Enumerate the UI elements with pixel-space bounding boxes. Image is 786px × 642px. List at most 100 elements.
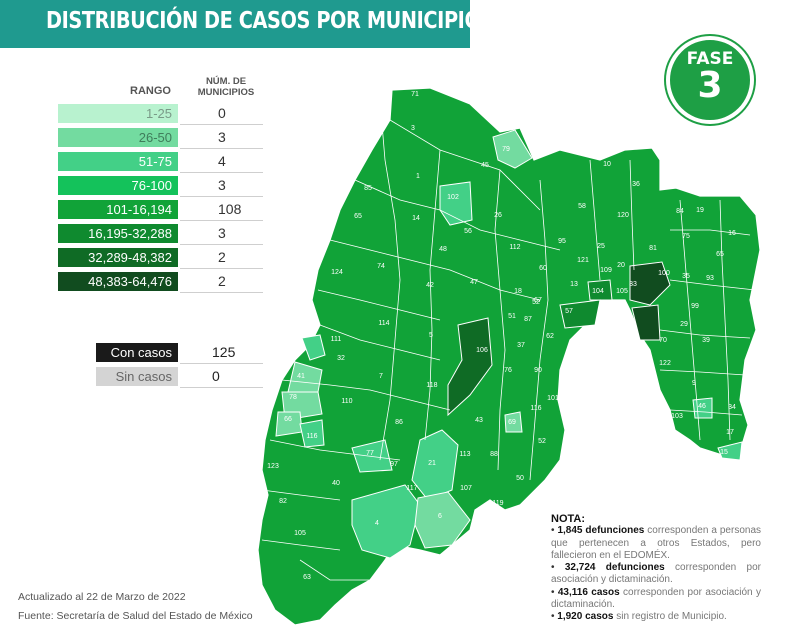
municipality-label: 41 <box>297 373 305 380</box>
legend-row: 101-16,194 108 <box>58 200 263 221</box>
legend-range-swatch: 16,195-32,288 <box>58 224 178 243</box>
municipality-label: 14 <box>412 215 420 222</box>
municipality-label: 76 <box>504 367 512 374</box>
municipality-label: 9 <box>692 380 696 387</box>
municipality-label: 102 <box>447 194 459 201</box>
municipality-label: 34 <box>728 404 736 411</box>
municipality-label: 3 <box>411 125 415 132</box>
municipality-label: 90 <box>534 367 542 374</box>
note-item-text: sin registro de Municipio. <box>613 611 727 623</box>
municipality-label: 65 <box>716 251 724 258</box>
municipality-label: 4 <box>375 520 379 527</box>
legend-range-swatch: 101-16,194 <box>58 200 178 219</box>
legend-count: 2 <box>218 249 226 265</box>
municipality-label: 32 <box>337 355 345 362</box>
municipality-label: 104 <box>592 288 604 295</box>
municipality-label: 75 <box>682 233 690 240</box>
municipality-80 <box>351 484 421 559</box>
municipality-label: 97 <box>390 461 398 468</box>
status-with-swatch: Con casos <box>96 343 178 362</box>
divider <box>180 148 263 149</box>
municipality-label: 10 <box>603 161 611 168</box>
municipality-label: 43 <box>475 417 483 424</box>
municipality-104 <box>587 279 613 301</box>
municipality-label: 99 <box>691 303 699 310</box>
municipality-label: 116 <box>306 433 317 440</box>
municipality-label: 114 <box>378 320 389 327</box>
divider <box>180 363 263 364</box>
municipality-116 <box>299 419 325 448</box>
municipality-label: 52 <box>538 438 546 445</box>
municipality-label: 106 <box>476 347 488 354</box>
municipality-label: 37 <box>517 342 525 349</box>
municipality-label: 56 <box>464 228 472 235</box>
municipality-label: 86 <box>395 419 403 426</box>
divider <box>180 268 263 269</box>
municipality-label: 48 <box>439 246 447 253</box>
municipality-label: 15 <box>720 449 728 456</box>
legend-count-header: NÚM. DE MUNICIPIOS <box>196 76 256 98</box>
municipality-label: 87 <box>524 316 532 323</box>
municipality-label: 42 <box>426 282 434 289</box>
municipality-label: 7 <box>379 373 383 380</box>
municipality-label: 60 <box>539 265 547 272</box>
municipality-label: 31 <box>629 321 637 328</box>
municipality-label: 6 <box>438 513 442 520</box>
municipality-label: 35 <box>682 273 690 280</box>
municipality-label: 122 <box>659 360 671 367</box>
municipality-label: 113 <box>459 451 470 458</box>
municipality-label: 118 <box>426 382 437 389</box>
municipality-label: 63 <box>303 574 311 581</box>
legend-count: 3 <box>218 177 226 193</box>
municipality-label: 74 <box>377 263 385 270</box>
note-item-highlight: 1,845 defunciones <box>557 525 645 537</box>
note-item: • 1,845 defunciones corresponden a perso… <box>551 525 762 561</box>
municipality-label: 40 <box>332 480 340 487</box>
municipality-label: 112 <box>509 244 520 251</box>
municipality-label: 95 <box>558 238 566 245</box>
municipality-label: 25 <box>597 243 605 250</box>
note-item-text: corresponden por asociación y dictaminac… <box>551 586 761 611</box>
legend-range-swatch: 51-75 <box>58 152 178 171</box>
legend-count: 3 <box>218 129 226 145</box>
phase-number: 3 <box>697 65 723 106</box>
divider <box>180 196 263 197</box>
legend-count: 2 <box>218 273 226 289</box>
municipality-label: 119 <box>492 500 503 507</box>
municipality-58 <box>631 304 661 341</box>
note-item-highlight: 1,920 casos <box>557 611 614 623</box>
municipality-label: 26 <box>494 212 502 219</box>
phase-label: FASE <box>686 49 734 69</box>
municipality-label: 81 <box>649 245 657 252</box>
municipality-label: 29 <box>680 321 688 328</box>
municipality-label: 110 <box>341 398 352 405</box>
municipality-label: 51 <box>508 313 516 320</box>
municipality-label: 93 <box>706 275 714 282</box>
status-with-cases: Con casos 125 <box>96 343 263 364</box>
municipality-label: 50 <box>516 475 524 482</box>
municipality-label: 117 <box>406 485 417 492</box>
note-item-text: corresponden a personas que pertenecen a… <box>551 525 762 561</box>
municipality-label: 101 <box>547 395 559 402</box>
legend-count-header-line1: NÚM. DE <box>205 76 247 87</box>
status-without-swatch: Sin casos <box>96 367 178 386</box>
legend-count-header-line2: MUNICIPIOS <box>197 87 255 98</box>
municipality-34 <box>717 441 743 461</box>
municipality-label: 17 <box>726 429 734 436</box>
legend-range-swatch: 32,289-48,382 <box>58 248 178 267</box>
municipality-label: 124 <box>331 269 343 276</box>
status-without-cases: Sin casos 0 <box>96 367 263 388</box>
municipality-label: 47 <box>470 279 478 286</box>
municipality-label: 120 <box>617 212 629 219</box>
municipality-label: 1 <box>416 173 420 180</box>
legend-row: 32,289-48,382 2 <box>58 248 263 269</box>
note-item: • 1,920 casos sin registro de Municipio. <box>551 611 727 623</box>
municipality-label: 67 <box>534 297 542 304</box>
municipality-label: 82 <box>279 498 287 505</box>
municipality-117 <box>414 491 471 549</box>
legend-row: 51-75 4 <box>58 152 263 173</box>
municipality-79 <box>492 129 533 169</box>
title-banner: DISTRIBUCIÓN DE CASOS POR MUNICIPIO <box>0 0 481 48</box>
